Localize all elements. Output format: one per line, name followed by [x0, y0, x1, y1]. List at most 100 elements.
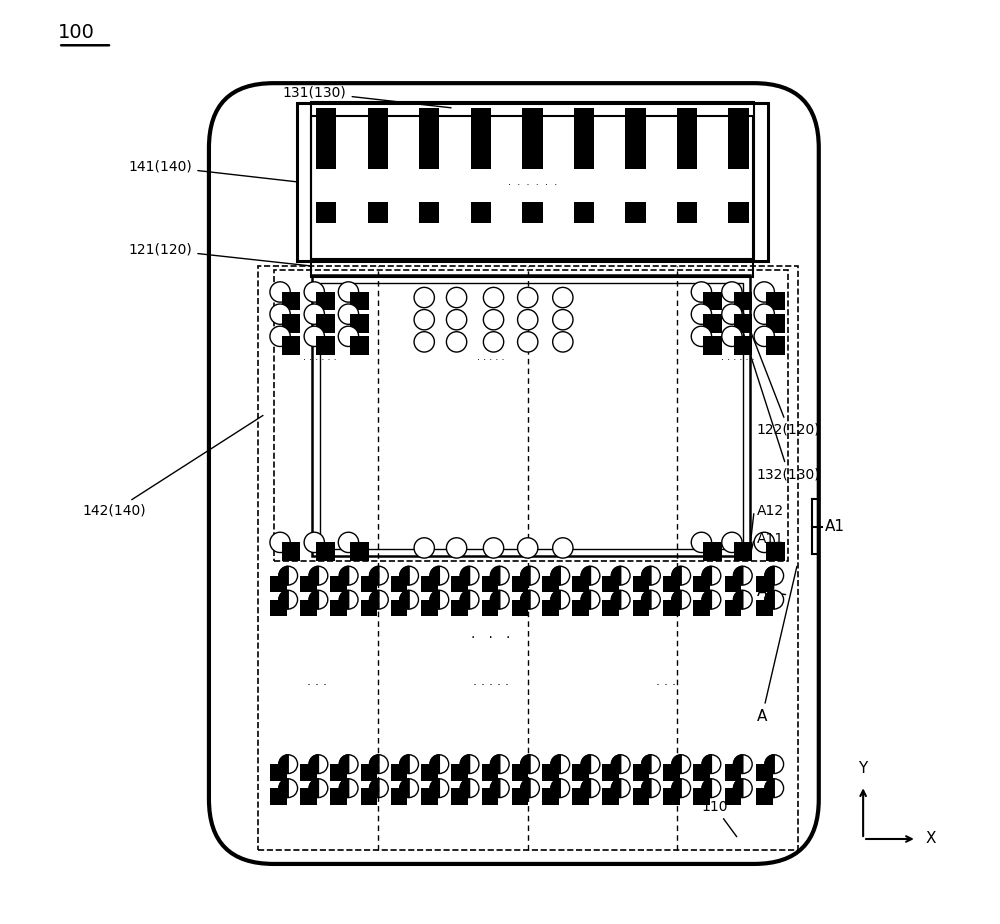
Bar	[419, 108, 439, 128]
Circle shape	[754, 532, 774, 553]
Bar	[270, 788, 287, 805]
Bar	[693, 764, 710, 781]
Polygon shape	[611, 590, 621, 609]
Text: 122(120): 122(120)	[738, 300, 820, 437]
Bar	[602, 788, 619, 805]
Circle shape	[338, 304, 359, 324]
Polygon shape	[279, 779, 288, 797]
Bar	[471, 202, 491, 223]
Circle shape	[754, 326, 774, 346]
Bar	[693, 576, 710, 592]
Polygon shape	[581, 779, 590, 797]
Polygon shape	[521, 590, 530, 609]
Circle shape	[553, 538, 573, 558]
Text: 131(130): 131(130)	[283, 85, 451, 108]
Bar	[756, 576, 773, 592]
Polygon shape	[400, 590, 409, 609]
Bar	[602, 576, 619, 592]
Bar	[542, 576, 559, 592]
Circle shape	[338, 326, 359, 346]
Text: 121(120): 121(120)	[129, 242, 310, 266]
Polygon shape	[551, 755, 560, 773]
Bar	[391, 788, 407, 805]
Polygon shape	[339, 566, 349, 585]
Polygon shape	[430, 779, 439, 797]
Bar	[471, 149, 491, 169]
Polygon shape	[521, 755, 530, 773]
Circle shape	[338, 532, 359, 553]
Text: Y: Y	[859, 761, 868, 776]
Circle shape	[446, 310, 467, 330]
Bar	[297, 103, 768, 261]
Circle shape	[446, 538, 467, 558]
Bar	[482, 600, 498, 616]
Bar	[391, 600, 407, 616]
Polygon shape	[765, 590, 774, 609]
Bar	[316, 542, 335, 561]
Bar	[703, 314, 722, 333]
Bar	[282, 292, 300, 310]
Bar	[766, 542, 785, 561]
Polygon shape	[339, 779, 349, 797]
Bar	[391, 576, 407, 592]
Bar	[419, 149, 439, 169]
Bar	[542, 788, 559, 805]
Bar	[300, 600, 317, 616]
Text: X: X	[926, 832, 936, 846]
Bar	[316, 292, 335, 310]
Bar	[602, 600, 619, 616]
Bar	[311, 116, 753, 277]
Polygon shape	[460, 566, 470, 585]
Bar	[368, 108, 388, 128]
Bar	[574, 202, 594, 223]
Bar	[368, 128, 388, 149]
Bar	[421, 576, 438, 592]
Bar	[361, 788, 377, 805]
Text: 141(140): 141(140)	[129, 159, 296, 182]
Polygon shape	[581, 755, 590, 773]
Bar	[725, 788, 741, 805]
Circle shape	[304, 532, 324, 553]
Bar	[625, 128, 646, 149]
Polygon shape	[551, 566, 560, 585]
Circle shape	[518, 310, 538, 330]
Bar	[270, 764, 287, 781]
Polygon shape	[765, 755, 774, 773]
Polygon shape	[279, 755, 288, 773]
Text: ·  ·  ·  ·  ·  ·: · · · · · ·	[508, 180, 557, 189]
Polygon shape	[702, 779, 711, 797]
Polygon shape	[521, 566, 530, 585]
Bar	[311, 102, 754, 259]
Bar	[300, 788, 317, 805]
Bar	[421, 788, 438, 805]
Polygon shape	[581, 590, 590, 609]
Bar	[725, 764, 741, 781]
Text: A1: A1	[825, 519, 845, 534]
Bar	[734, 542, 752, 561]
Circle shape	[270, 282, 290, 302]
Bar	[316, 314, 335, 333]
Polygon shape	[400, 779, 409, 797]
Polygon shape	[490, 566, 500, 585]
Bar	[677, 149, 697, 169]
Circle shape	[270, 326, 290, 346]
Polygon shape	[551, 590, 560, 609]
Bar	[350, 314, 369, 333]
Polygon shape	[581, 566, 590, 585]
Bar	[330, 764, 347, 781]
Circle shape	[270, 304, 290, 324]
Circle shape	[754, 282, 774, 302]
Text: · · ·: · · ·	[656, 679, 676, 692]
Circle shape	[691, 282, 712, 302]
Polygon shape	[733, 779, 743, 797]
Circle shape	[754, 304, 774, 324]
Text: ·   ·   ·: · · ·	[471, 630, 510, 645]
Bar	[572, 576, 589, 592]
Bar	[512, 764, 528, 781]
Circle shape	[304, 326, 324, 346]
Polygon shape	[611, 755, 621, 773]
Polygon shape	[430, 590, 439, 609]
Text: 100: 100	[58, 23, 95, 42]
Bar	[270, 600, 287, 616]
Polygon shape	[400, 755, 409, 773]
